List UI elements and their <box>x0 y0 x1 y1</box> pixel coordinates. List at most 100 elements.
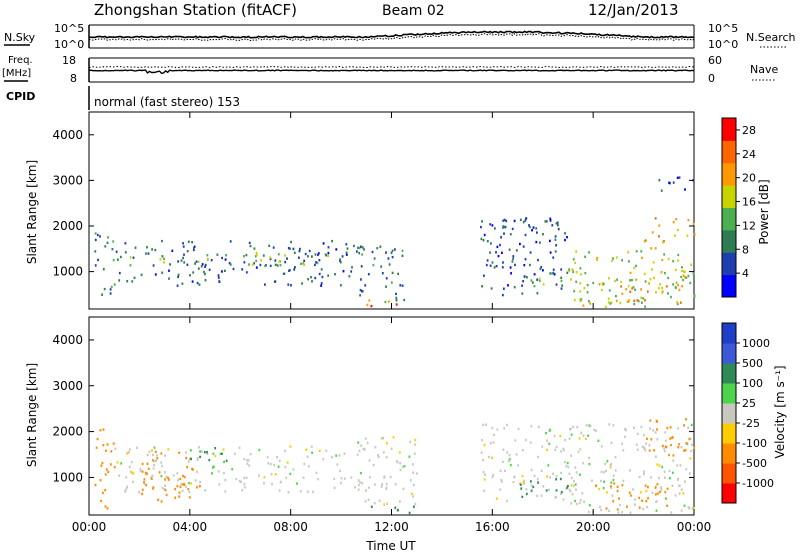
range-time-cell <box>125 476 128 479</box>
range-time-cell <box>690 449 692 453</box>
range-time-cell <box>201 263 204 266</box>
range-time-cell <box>653 276 655 280</box>
range-time-cell <box>101 293 103 296</box>
range-time-cell <box>521 292 524 295</box>
range-time-cell <box>502 226 504 229</box>
range-time-cell <box>512 257 514 261</box>
range-time-cell <box>663 450 666 453</box>
range-time-cell <box>690 423 693 427</box>
range-time-cell <box>245 253 248 257</box>
range-time-cell <box>94 250 97 253</box>
range-time-cell <box>654 486 657 489</box>
range-time-cell <box>692 222 695 226</box>
nave-label: Nave <box>750 63 778 76</box>
range-time-cell <box>554 238 557 241</box>
range-time-cell <box>626 505 628 508</box>
range-time-cell <box>289 445 292 448</box>
range-time-cell <box>505 219 508 223</box>
range-time-cell <box>221 452 223 455</box>
range-time-cell <box>640 250 643 253</box>
range-time-cell <box>183 475 186 479</box>
y-tick-label: 4000 <box>52 128 83 142</box>
range-time-cell <box>615 295 617 298</box>
range-time-cell <box>574 261 577 265</box>
range-time-cell <box>177 260 180 263</box>
range-time-cell <box>255 251 258 255</box>
range-time-cell <box>386 502 389 505</box>
range-time-cell <box>402 487 405 490</box>
range-time-cell <box>235 477 238 481</box>
range-time-cell <box>514 439 517 442</box>
range-time-cell <box>180 482 183 486</box>
range-time-cell <box>525 438 527 442</box>
colorbar-tick-label: 16 <box>742 196 756 209</box>
colorbar-frame <box>721 117 737 298</box>
range-time-cell <box>414 502 417 506</box>
range-time-cell <box>284 254 286 257</box>
range-time-cell <box>645 489 648 493</box>
range-time-cell <box>187 488 190 491</box>
range-time-cell <box>684 275 686 279</box>
range-time-cell <box>693 295 696 298</box>
range-time-cell <box>493 266 496 269</box>
range-time-cell <box>617 511 620 514</box>
range-time-cell <box>676 301 678 304</box>
range-time-cell <box>394 248 396 251</box>
range-time-cell <box>312 490 314 494</box>
range-time-cell <box>387 257 390 260</box>
range-time-cell <box>199 455 201 459</box>
velocity-x-axis: 00:00 04:00 08:00 12:00 16:00 20:00 00:00 <box>72 317 711 534</box>
range-time-cell <box>506 423 508 427</box>
range-time-cell <box>676 176 679 179</box>
range-time-cell <box>567 484 569 488</box>
range-time-cell <box>522 280 524 283</box>
range-time-cell <box>560 492 562 495</box>
range-time-cell <box>633 426 635 429</box>
range-time-cell <box>516 249 518 252</box>
range-time-cell <box>692 272 695 275</box>
range-time-cell <box>523 479 525 482</box>
range-time-cell <box>320 282 323 285</box>
range-time-cell <box>672 283 674 286</box>
nave-tick-low: 0 <box>708 72 715 85</box>
range-time-cell <box>327 274 330 277</box>
range-time-cell <box>503 218 506 222</box>
colorbar-swatch <box>722 403 736 424</box>
range-time-cell <box>572 484 575 487</box>
freq-panel: 18 8 60 0 Freq. [MHz] Nave <box>2 54 778 85</box>
range-time-cell <box>394 483 397 486</box>
range-time-cell <box>343 452 346 455</box>
range-time-cell <box>608 289 611 292</box>
range-time-cell <box>681 269 683 273</box>
range-time-cell <box>649 419 652 422</box>
range-time-cell <box>356 250 358 253</box>
range-time-cell <box>693 446 696 449</box>
range-time-cell <box>102 491 104 495</box>
range-time-cell <box>612 257 614 260</box>
range-time-cell <box>489 251 491 254</box>
range-time-cell <box>587 510 590 514</box>
range-time-cell <box>102 428 105 431</box>
range-time-cell <box>104 488 106 492</box>
colorbar-swatch <box>722 229 736 253</box>
range-time-cell <box>579 299 582 303</box>
range-time-cell <box>243 261 246 264</box>
range-time-cell <box>310 276 312 279</box>
range-time-cell <box>661 290 664 293</box>
range-time-cell <box>512 255 515 258</box>
range-time-cell <box>582 462 585 465</box>
range-time-cell <box>339 469 341 473</box>
range-time-cell <box>399 500 401 503</box>
range-time-cell <box>672 221 675 224</box>
range-time-cell <box>177 273 180 276</box>
y-tick-label: 4000 <box>52 333 83 347</box>
range-time-cell <box>501 266 504 269</box>
range-time-cell <box>620 285 623 288</box>
range-time-cell <box>689 457 692 460</box>
range-time-cell <box>499 469 502 472</box>
range-time-cell <box>633 266 636 270</box>
range-time-cell <box>660 488 663 491</box>
range-time-cell <box>585 424 588 427</box>
range-time-cell <box>482 423 484 427</box>
range-time-cell <box>642 297 645 300</box>
